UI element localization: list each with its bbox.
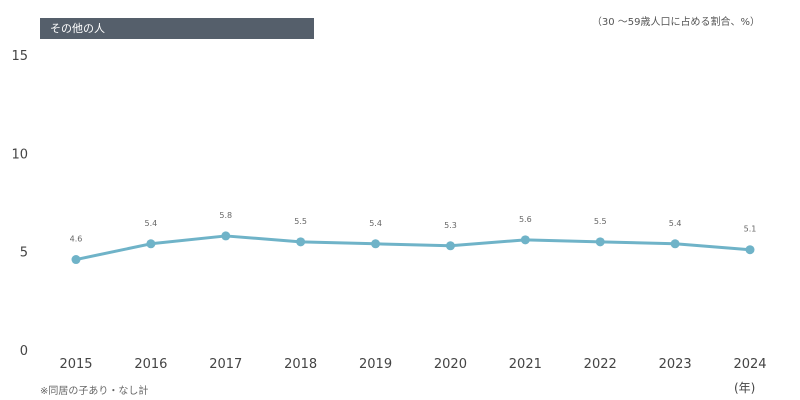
x-tick-label: 2018 xyxy=(284,357,317,372)
data-point xyxy=(146,239,156,249)
x-tick-label: 2024 xyxy=(733,357,766,372)
x-tick-label: 2021 xyxy=(509,357,542,372)
y-tick-label: 10 xyxy=(11,147,28,162)
x-tick-label: 2023 xyxy=(659,357,692,372)
footnote: ※同居の子あり・なし計 xyxy=(40,386,149,397)
data-label: 5.5 xyxy=(294,217,307,226)
data-label: 5.3 xyxy=(444,221,457,230)
y-tick-label: 0 xyxy=(20,344,28,359)
data-point xyxy=(445,241,455,251)
x-tick-label: 2019 xyxy=(359,357,392,372)
x-axis-unit-label: (年) xyxy=(734,381,756,395)
data-label: 4.6 xyxy=(70,235,83,244)
data-point xyxy=(71,255,81,265)
data-point xyxy=(595,237,605,247)
data-point xyxy=(371,239,381,249)
data-label: 5.1 xyxy=(744,225,757,234)
chart-title: その他の人 xyxy=(40,18,314,39)
data-point xyxy=(520,235,530,245)
data-label: 5.5 xyxy=(594,217,607,226)
x-tick-label: 2017 xyxy=(209,357,242,372)
x-tick-label: 2022 xyxy=(584,357,617,372)
y-tick-label: 5 xyxy=(20,246,28,261)
data-point xyxy=(670,239,680,249)
x-tick-label: 2016 xyxy=(134,357,167,372)
series-line xyxy=(74,234,752,262)
y-tick-label: 15 xyxy=(11,49,28,64)
data-label: 5.6 xyxy=(519,215,532,224)
data-point xyxy=(745,245,755,255)
data-point xyxy=(221,231,231,241)
data-point xyxy=(296,237,306,247)
x-tick-label: 2020 xyxy=(434,357,467,372)
unit-note: （30 〜59歳人口に占める割合、%） xyxy=(591,17,760,28)
data-label: 5.4 xyxy=(145,219,158,228)
data-label: 5.4 xyxy=(669,219,682,228)
data-label: 5.8 xyxy=(219,211,232,220)
data-label: 5.4 xyxy=(369,219,382,228)
x-tick-label: 2015 xyxy=(59,357,92,372)
